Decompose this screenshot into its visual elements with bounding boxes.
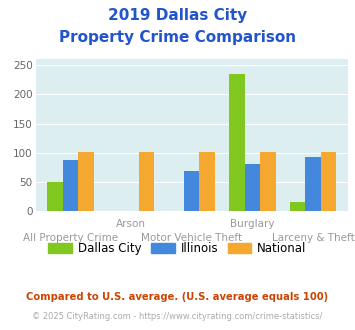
Bar: [305, 157, 321, 211]
Bar: [139, 152, 154, 211]
Legend: Dallas City, Illinois, National: Dallas City, Illinois, National: [44, 237, 311, 260]
Text: Motor Vehicle Theft: Motor Vehicle Theft: [141, 233, 242, 243]
Text: 2019 Dallas City: 2019 Dallas City: [108, 8, 247, 23]
Bar: [78, 152, 94, 211]
Text: All Property Crime: All Property Crime: [23, 233, 118, 243]
Bar: [47, 182, 63, 211]
Bar: [63, 160, 78, 211]
Text: Arson: Arson: [116, 219, 146, 229]
Text: © 2025 CityRating.com - https://www.cityrating.com/crime-statistics/: © 2025 CityRating.com - https://www.city…: [32, 312, 323, 321]
Bar: [245, 164, 260, 211]
Bar: [260, 152, 275, 211]
Bar: [290, 202, 305, 211]
Bar: [229, 74, 245, 211]
Text: Compared to U.S. average. (U.S. average equals 100): Compared to U.S. average. (U.S. average …: [26, 292, 329, 302]
Bar: [321, 152, 336, 211]
Text: Larceny & Theft: Larceny & Theft: [272, 233, 354, 243]
Bar: [184, 172, 200, 211]
Bar: [200, 152, 215, 211]
Text: Burglary: Burglary: [230, 219, 274, 229]
Text: Property Crime Comparison: Property Crime Comparison: [59, 30, 296, 45]
